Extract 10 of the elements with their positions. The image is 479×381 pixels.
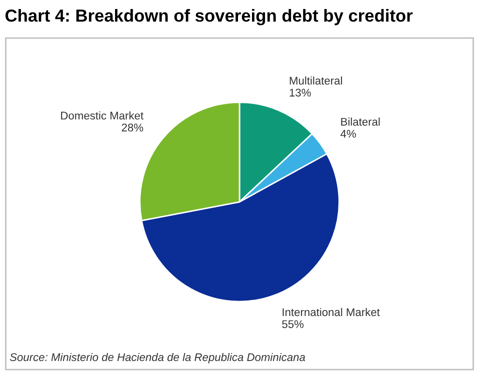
chart-title: Chart 4: Breakdown of sovereign debt by creditor [6,9,413,26]
data-label: 4% [340,130,356,138]
source-note: Source: Ministerio de Hacienda de la Republica Dominicana [10,352,306,364]
data-label: 13% [290,88,311,97]
slice-label: Multilateral [290,76,342,85]
slice-label: Bilateral [341,118,380,126]
data-label: 55% [282,320,304,328]
slice-label: International Market [282,308,380,316]
slice-label: Domestic Market [61,111,144,120]
data-label: 28% [122,124,144,132]
